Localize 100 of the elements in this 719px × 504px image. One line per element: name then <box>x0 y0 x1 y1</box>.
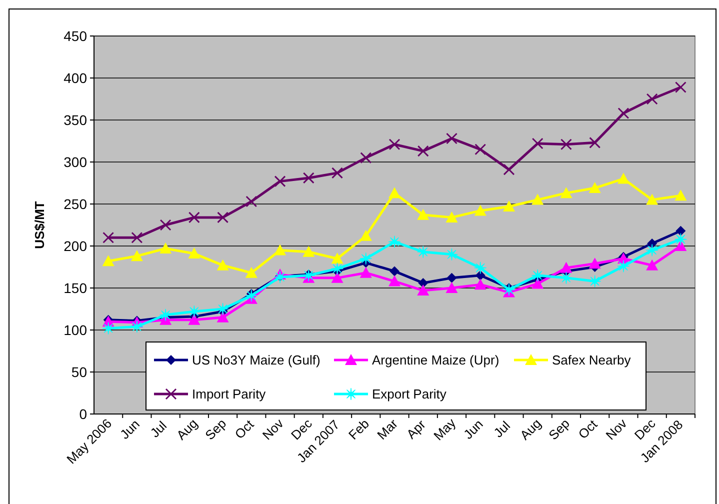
point <box>676 226 686 236</box>
x-tick-label: Jul <box>147 418 170 440</box>
point <box>274 244 286 256</box>
x-tick-label: Jun <box>117 416 142 442</box>
legend-label: Export Parity <box>372 386 447 402</box>
point <box>360 266 372 278</box>
point <box>646 259 658 270</box>
point <box>674 232 687 246</box>
point <box>302 172 314 184</box>
point <box>560 187 572 198</box>
y-tick-label: 400 <box>64 70 88 86</box>
x-tick-label: Jul <box>490 418 514 440</box>
x-tick-label: Dec <box>288 415 316 443</box>
point <box>474 262 487 274</box>
point <box>674 81 686 93</box>
legend-label: Safex Nearby <box>552 352 632 368</box>
y-tick-label: 50 <box>71 364 88 380</box>
point <box>246 196 258 208</box>
x-tick-label: May <box>430 414 459 444</box>
point <box>532 138 544 150</box>
point <box>388 138 400 150</box>
point <box>474 144 486 156</box>
point <box>417 284 430 296</box>
point <box>418 278 428 288</box>
point <box>245 266 258 278</box>
point <box>588 182 601 194</box>
point <box>330 262 344 275</box>
point <box>646 244 658 256</box>
y-tick-label: 350 <box>64 112 88 128</box>
point <box>332 167 344 179</box>
point <box>646 194 658 205</box>
point <box>217 212 229 224</box>
point <box>102 232 114 244</box>
point <box>360 152 372 164</box>
x-tick-label: Aug <box>174 416 200 443</box>
point <box>445 248 458 261</box>
point <box>131 232 143 244</box>
point <box>618 108 630 120</box>
point <box>617 172 630 184</box>
point <box>674 240 687 251</box>
point <box>388 187 400 198</box>
point <box>502 200 515 212</box>
x-tick-label: Nov <box>602 415 630 443</box>
point <box>502 283 516 296</box>
x-tick-label: Jun <box>460 416 486 442</box>
point <box>388 275 400 286</box>
x-tick-label: Sep <box>546 416 573 443</box>
x-tick-label: Oct <box>232 416 257 442</box>
y-tick-label: 450 <box>64 28 88 44</box>
point <box>216 302 230 316</box>
point <box>417 208 430 220</box>
point <box>532 278 544 289</box>
point <box>331 272 344 283</box>
point <box>446 282 458 293</box>
y-tick-label: 300 <box>64 154 88 170</box>
legend-label: Import Parity <box>192 386 266 402</box>
y-tick-label: 100 <box>64 322 88 338</box>
x-tick-label: Oct <box>575 416 600 442</box>
legend-label: US No3Y Maize (Gulf) <box>192 352 320 368</box>
point <box>560 272 573 284</box>
point <box>589 136 601 148</box>
point <box>245 289 258 302</box>
point <box>331 252 344 264</box>
point <box>474 278 486 290</box>
point <box>532 194 544 205</box>
x-tick-label: Nov <box>259 415 287 443</box>
point <box>446 132 458 144</box>
point <box>588 258 601 269</box>
legend-label: Argentine Maize (Upr) <box>372 352 500 368</box>
point <box>647 238 658 248</box>
y-tick-label: 0 <box>79 406 88 422</box>
x-tick-label: Sep <box>202 416 230 443</box>
point <box>216 311 229 322</box>
point <box>388 236 401 248</box>
point <box>102 255 114 266</box>
point <box>188 314 200 325</box>
point <box>503 164 515 176</box>
x-tick-label: Dec <box>631 415 659 443</box>
x-tick-label: Feb <box>345 416 372 442</box>
y-tick-label: 200 <box>64 238 88 254</box>
point <box>302 246 315 257</box>
point <box>390 266 400 276</box>
point <box>446 272 457 283</box>
point <box>188 212 200 224</box>
point <box>416 246 430 258</box>
y-tick-label: 250 <box>64 196 88 212</box>
point <box>617 260 630 272</box>
x-tick-label: Mar <box>374 416 402 442</box>
point <box>446 211 458 222</box>
point <box>417 145 429 157</box>
point <box>646 93 658 105</box>
point <box>674 190 687 201</box>
point <box>274 176 286 188</box>
x-tick-label: Apr <box>403 416 429 442</box>
point <box>360 230 372 241</box>
y-tick-label: 150 <box>64 280 88 296</box>
point <box>160 219 172 231</box>
point <box>588 274 602 288</box>
point <box>475 270 486 280</box>
x-tick-label: Aug <box>516 416 544 443</box>
